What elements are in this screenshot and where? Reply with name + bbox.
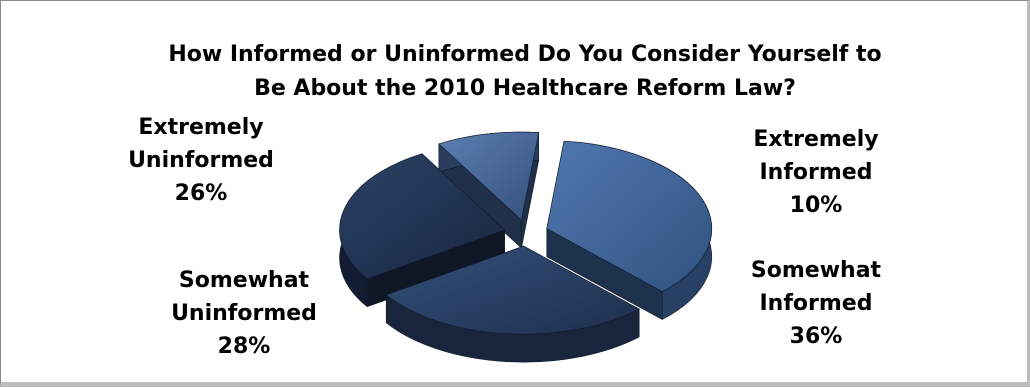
label-somewhat-informed-line1: Somewhat [751, 258, 882, 283]
label-extremely-informed-line1: Extremely [753, 127, 878, 152]
slice-top-somewhat-informed [546, 140, 713, 292]
label-extremely-informed-value: 10% [790, 193, 843, 218]
label-extremely-uninformed-value: 26% [175, 181, 228, 206]
slice-top-somewhat-uninformed [385, 245, 640, 335]
label-somewhat-informed-value: 36% [790, 324, 843, 349]
label-extremely-informed-line2: Informed [760, 160, 873, 185]
label-somewhat-uninformed-value: 28% [218, 334, 271, 359]
label-somewhat-uninformed-line2: Uninformed [171, 301, 317, 326]
label-somewhat-uninformed-line1: Somewhat [179, 268, 310, 293]
slice-top-extremely-uninformed [339, 153, 506, 280]
slice-top-extremely-informed [438, 131, 540, 221]
label-extremely-uninformed-line2: Uninformed [128, 148, 274, 173]
pie-slices [339, 131, 713, 363]
label-somewhat-informed-line2: Informed [760, 291, 873, 316]
chart-title-line-2: Be About the 2010 Healthcare Reform Law? [254, 76, 796, 101]
label-extremely-uninformed-line1: Extremely [138, 115, 263, 140]
chart-title-line-1: How Informed or Uninformed Do You Consid… [168, 42, 881, 67]
